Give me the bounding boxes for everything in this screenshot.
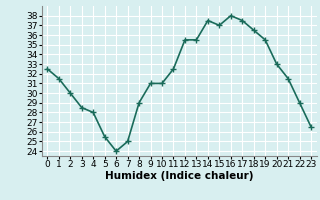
X-axis label: Humidex (Indice chaleur): Humidex (Indice chaleur) <box>105 171 253 181</box>
